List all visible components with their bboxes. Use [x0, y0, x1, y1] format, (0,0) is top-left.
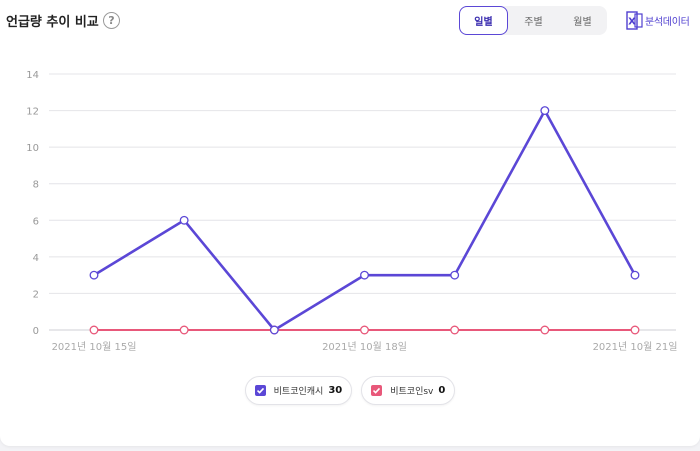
- data-point-series-2: [450, 325, 460, 335]
- data-point-series-2: [630, 325, 640, 335]
- data-point-series-1: [630, 270, 640, 280]
- data-point-series-2: [360, 325, 369, 335]
- period-toggle: 일별 주별 월별: [459, 6, 607, 35]
- excel-icon-letter: X: [628, 16, 636, 27]
- export-data-button[interactable]: X 분석데이터: [626, 10, 690, 30]
- data-point-series-1: [360, 270, 369, 280]
- data-point-series-2: [540, 325, 550, 335]
- y-tick-label: 8: [33, 180, 39, 191]
- data-point-series-1: [179, 215, 189, 225]
- legend-item-series1[interactable]: 비트코인캐시 30: [244, 376, 353, 405]
- y-tick-label: 0: [33, 326, 39, 337]
- data-point-series-2: [179, 325, 189, 335]
- export-label: 분석데이터: [645, 16, 690, 28]
- data-point-series-2: [89, 325, 99, 335]
- data-point-series-1: [450, 270, 460, 280]
- legend-series1-total: 30: [328, 385, 343, 396]
- data-point-series-1: [89, 270, 99, 280]
- tab-daily[interactable]: 일별: [459, 6, 508, 35]
- tab-weekly[interactable]: 주별: [524, 17, 543, 28]
- x-tick-label: 2021년 10월 15일: [52, 341, 137, 353]
- help-icon[interactable]: ?: [103, 12, 120, 29]
- checkbox-checked-icon[interactable]: [371, 385, 383, 396]
- tab-monthly[interactable]: 월별: [573, 17, 592, 28]
- data-point-series-1: [540, 106, 550, 116]
- data-point-series-1: [269, 325, 279, 335]
- legend-series1-name: 비트코인캐시: [273, 387, 324, 397]
- y-tick-label: 10: [26, 143, 39, 154]
- legend-series2-name: 비트코인sv: [390, 387, 434, 397]
- x-tick-label: 2021년 10월 18일: [322, 341, 407, 353]
- y-tick-label: 2: [33, 289, 39, 300]
- legend-item-series2[interactable]: 비트코인sv 0: [361, 376, 456, 405]
- y-tick-label: 12: [26, 107, 39, 118]
- x-tick-label: 2021년 10월 21일: [593, 341, 678, 353]
- y-tick-label: 6: [33, 216, 39, 227]
- chart-title: 언급량 추이 비교: [6, 15, 99, 30]
- legend-series2-total: 0: [438, 385, 446, 396]
- checkbox-checked-icon[interactable]: [254, 385, 266, 396]
- y-tick-label: 14: [26, 70, 39, 81]
- y-tick-label: 4: [33, 253, 39, 264]
- excel-icon: X: [626, 10, 643, 30]
- legend: 비트코인캐시 30 비트코인sv 0: [0, 376, 700, 406]
- line-chart: 0 2 4 6 8 10 12 14 2021년 10월 15일 2021년 10월 18일 202…: [26, 70, 678, 353]
